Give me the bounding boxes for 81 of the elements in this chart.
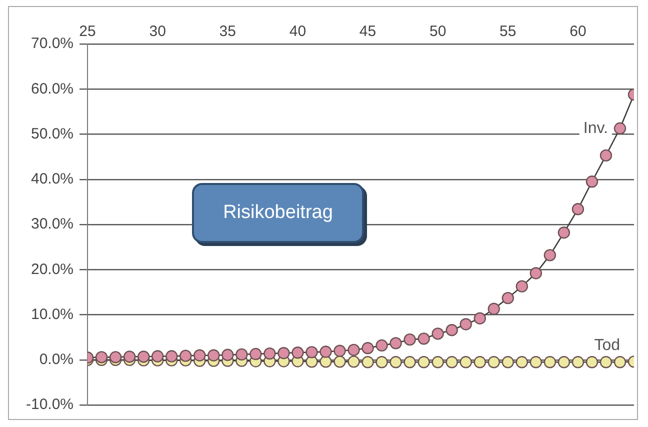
point <box>418 356 430 368</box>
x-tick-label: 35 <box>219 23 236 40</box>
point <box>600 149 612 162</box>
y-tick-label: 60.0% <box>30 80 74 98</box>
point <box>586 356 598 368</box>
point <box>348 344 360 356</box>
point <box>586 176 598 188</box>
point <box>390 356 402 368</box>
point <box>292 346 304 359</box>
point <box>390 337 402 350</box>
point <box>516 280 528 292</box>
point <box>530 267 542 280</box>
point <box>460 318 472 330</box>
point <box>558 356 570 368</box>
point <box>264 347 276 360</box>
y-tick-label: 40.0% <box>30 170 74 188</box>
point <box>432 328 444 340</box>
x-tick-label: 25 <box>79 23 96 40</box>
point <box>109 351 122 364</box>
y-tick-label: 30.0% <box>30 216 74 233</box>
x-tick-label: 40 <box>289 23 306 40</box>
point <box>474 312 486 324</box>
point <box>348 356 360 368</box>
point <box>544 356 556 368</box>
point <box>446 324 458 336</box>
point <box>432 356 444 368</box>
point <box>404 356 416 368</box>
point <box>614 356 626 368</box>
point <box>194 349 206 362</box>
point <box>278 347 290 360</box>
point <box>572 356 584 368</box>
point <box>376 356 388 368</box>
point <box>544 249 556 262</box>
point <box>95 351 108 364</box>
point <box>236 348 248 361</box>
point <box>180 350 192 362</box>
point <box>250 348 262 360</box>
y-tick-label: 50.0% <box>30 125 74 142</box>
point <box>123 350 136 363</box>
point <box>488 302 500 315</box>
point <box>137 350 150 363</box>
point <box>488 356 500 368</box>
y-tick-label: -10.0% <box>26 396 74 414</box>
point <box>222 348 234 362</box>
point <box>572 203 584 216</box>
point <box>558 226 570 239</box>
y-tick-label: 20.0% <box>30 260 74 278</box>
x-tick-label: 60 <box>570 23 586 40</box>
point <box>208 349 220 362</box>
series-label: Tod <box>594 337 620 354</box>
point <box>334 356 346 368</box>
point <box>166 350 178 362</box>
point <box>376 339 388 352</box>
point <box>530 356 542 368</box>
point <box>306 346 318 358</box>
point <box>404 333 416 346</box>
point <box>151 350 164 362</box>
series-label: Inv. <box>583 120 608 137</box>
point <box>362 342 374 354</box>
point <box>516 356 528 368</box>
point <box>320 346 332 358</box>
point <box>474 356 486 368</box>
point <box>460 356 472 368</box>
point <box>320 356 332 368</box>
point <box>502 356 514 368</box>
y-tick-label: 70.0% <box>30 35 74 52</box>
point <box>600 356 612 368</box>
point <box>502 292 514 304</box>
x-tick-label: 55 <box>500 23 516 40</box>
point <box>418 332 430 345</box>
point <box>334 344 346 357</box>
text-box: Risikobeitrag <box>192 183 364 243</box>
x-tick-label: 50 <box>429 23 446 40</box>
point <box>614 122 626 134</box>
y-tick-label: 0.0% <box>39 351 74 368</box>
point <box>362 356 374 368</box>
x-tick-label: 30 <box>149 23 166 40</box>
annotation: Risikobeitrag <box>223 202 333 224</box>
point <box>446 356 458 368</box>
x-tick-label: 45 <box>359 23 376 40</box>
y-tick-label: 10.0% <box>30 306 74 323</box>
